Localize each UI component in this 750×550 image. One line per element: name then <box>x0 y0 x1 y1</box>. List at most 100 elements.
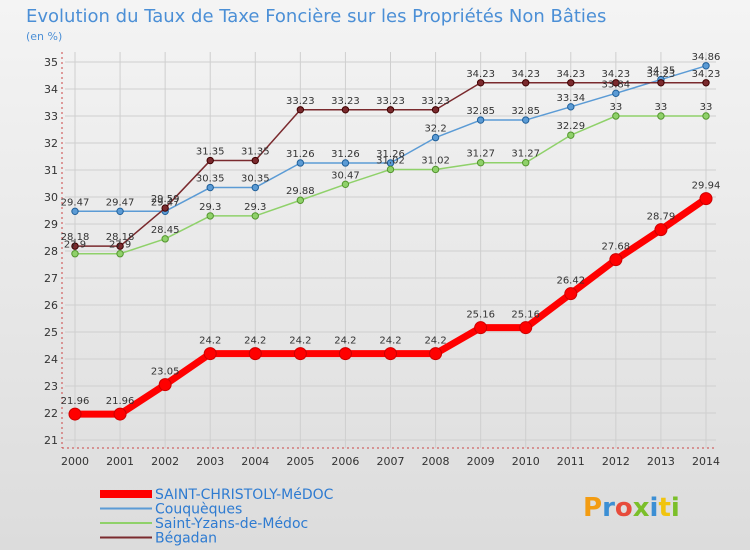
data-point-b-gadan <box>657 79 665 87</box>
data-point-saint-yzans-de-m-doc <box>522 159 530 167</box>
y-tick-label: 29 <box>44 218 58 231</box>
data-label-couqu-ques: 32.85 <box>511 106 540 117</box>
y-tick-label: 32 <box>44 137 58 150</box>
data-label-b-gadan: 29.59 <box>151 194 180 205</box>
data-label-saint-christoly-m-doc: 24.2 <box>244 336 266 347</box>
data-point-saint-christoly-m-doc <box>293 347 307 361</box>
x-tick-label: 2004 <box>241 455 269 468</box>
data-label-saint-yzans-de-m-doc: 32.29 <box>556 121 585 132</box>
data-point-saint-yzans-de-m-doc <box>296 196 305 204</box>
x-tick-label: 2008 <box>422 455 450 468</box>
y-tick-label: 33 <box>44 110 58 123</box>
data-label-saint-yzans-de-m-doc: 31.27 <box>511 149 540 160</box>
legend-label: Couquèques <box>155 502 242 518</box>
data-point-saint-christoly-m-doc <box>384 347 397 361</box>
data-label-b-gadan: 34.23 <box>556 69 585 80</box>
data-label-saint-christoly-m-doc: 26.42 <box>556 276 585 287</box>
data-label-b-gadan: 31.35 <box>196 147 225 158</box>
data-point-saint-christoly-m-doc <box>699 192 713 206</box>
data-label-b-gadan: 28.18 <box>61 232 90 243</box>
data-label-b-gadan: 31.35 <box>241 147 270 158</box>
y-tick-label: 26 <box>44 299 58 312</box>
data-label-saint-yzans-de-m-doc: 31.02 <box>421 155 450 166</box>
data-label-saint-yzans-de-m-doc: 27.9 <box>64 240 86 251</box>
data-point-couqu-ques <box>522 116 530 124</box>
data-point-saint-christoly-m-doc <box>203 347 217 361</box>
data-label-saint-yzans-de-m-doc: 29.88 <box>286 186 315 197</box>
data-point-b-gadan <box>522 79 530 87</box>
data-label-saint-christoly-m-doc: 25.16 <box>466 310 495 321</box>
data-label-b-gadan: 34.23 <box>647 69 676 80</box>
data-label-saint-yzans-de-m-doc: 33 <box>609 102 622 113</box>
y-tick-label: 31 <box>44 164 58 177</box>
x-tick-label: 2010 <box>512 455 540 468</box>
x-tick-label: 2003 <box>196 455 224 468</box>
y-tick-label: 24 <box>44 353 58 366</box>
x-tick-label: 2011 <box>557 455 585 468</box>
data-label-saint-christoly-m-doc: 24.2 <box>289 336 311 347</box>
data-point-b-gadan <box>612 79 620 87</box>
y-tick-label: 34 <box>44 83 58 96</box>
data-point-saint-yzans-de-m-doc <box>161 235 169 243</box>
data-point-b-gadan <box>702 79 710 87</box>
legend-label: SAINT-CHRISTOLY-MéDOC <box>155 487 334 503</box>
data-label-b-gadan: 33.23 <box>421 96 450 107</box>
data-point-b-gadan <box>161 204 169 212</box>
y-tick-label: 28 <box>44 245 58 258</box>
data-label-couqu-ques: 30.35 <box>241 174 270 185</box>
data-point-couqu-ques <box>476 116 485 124</box>
data-label-saint-christoly-m-doc: 24.2 <box>379 336 401 347</box>
grid <box>65 52 716 448</box>
data-point-saint-yzans-de-m-doc <box>116 250 124 258</box>
data-point-saint-christoly-m-doc <box>158 378 172 392</box>
data-point-saint-christoly-m-doc <box>68 407 82 421</box>
data-point-b-gadan <box>251 156 259 165</box>
data-label-b-gadan: 33.23 <box>376 96 405 107</box>
data-point-couqu-ques <box>206 183 214 192</box>
data-point-couqu-ques <box>567 103 575 111</box>
data-point-couqu-ques <box>431 133 440 142</box>
x-tick-label: 2014 <box>692 455 720 468</box>
data-point-saint-christoly-m-doc <box>609 253 623 267</box>
chart-title: Evolution du Taux de Taxe Foncière sur l… <box>26 6 606 27</box>
data-label-couqu-ques: 29.47 <box>151 197 180 208</box>
data-point-saint-christoly-m-doc <box>654 223 668 237</box>
data-point-b-gadan <box>567 79 575 87</box>
data-label-b-gadan: 34.23 <box>511 69 540 80</box>
data-point-b-gadan <box>116 242 124 250</box>
data-label-saint-yzans-de-m-doc: 29.3 <box>199 202 221 213</box>
x-tick-label: 2007 <box>377 455 405 468</box>
data-point-saint-yzans-de-m-doc <box>476 159 485 167</box>
legend: SAINT-CHRISTOLY-MéDOCCouquèquesSaint-Yza… <box>100 487 334 547</box>
x-tick-label: 2009 <box>467 455 495 468</box>
data-label-saint-yzans-de-m-doc: 31.27 <box>466 149 495 160</box>
data-point-b-gadan <box>386 106 395 114</box>
x-tick-label: 2000 <box>61 455 89 468</box>
y-tick-label: 30 <box>44 191 58 204</box>
data-label-saint-christoly-m-doc: 24.2 <box>424 336 446 347</box>
data-label-saint-christoly-m-doc: 25.16 <box>511 310 540 321</box>
data-point-couqu-ques <box>116 207 124 216</box>
data-point-saint-yzans-de-m-doc <box>71 250 79 258</box>
data-label-saint-christoly-m-doc: 24.2 <box>199 336 221 347</box>
x-tick-label: 2012 <box>602 455 630 468</box>
data-label-saint-yzans-de-m-doc: 30.47 <box>331 170 360 181</box>
data-label-saint-yzans-de-m-doc: 31.02 <box>376 155 405 166</box>
data-labels: 29.47 29.47 29.47 30.35 30.35 31.26 31.26 31.26… <box>61 52 721 407</box>
data-point-saint-christoly-m-doc <box>338 347 352 361</box>
data-label-couqu-ques: 32.2 <box>424 124 446 135</box>
legend-label: Bégadan <box>155 531 217 547</box>
data-point-saint-christoly-m-doc <box>429 347 443 361</box>
data-point-saint-yzans-de-m-doc <box>251 212 259 220</box>
data-label-b-gadan: 33.23 <box>286 96 315 107</box>
brand-logo: Proxiti <box>583 493 680 523</box>
data-label-couqu-ques: 31.26 <box>376 149 405 160</box>
y-tick-label: 23 <box>44 380 58 393</box>
y-tick-label: 25 <box>44 326 58 339</box>
data-point-saint-yzans-de-m-doc <box>386 165 395 174</box>
x-tick-label: 2001 <box>106 455 134 468</box>
data-label-couqu-ques: 29.47 <box>61 197 90 208</box>
axes: 21 22 23 24 25 26 27 28 29 30 31 32 33 34 35 2000 2001 20… <box>44 52 720 468</box>
data-label-b-gadan: 34.23 <box>466 69 495 80</box>
